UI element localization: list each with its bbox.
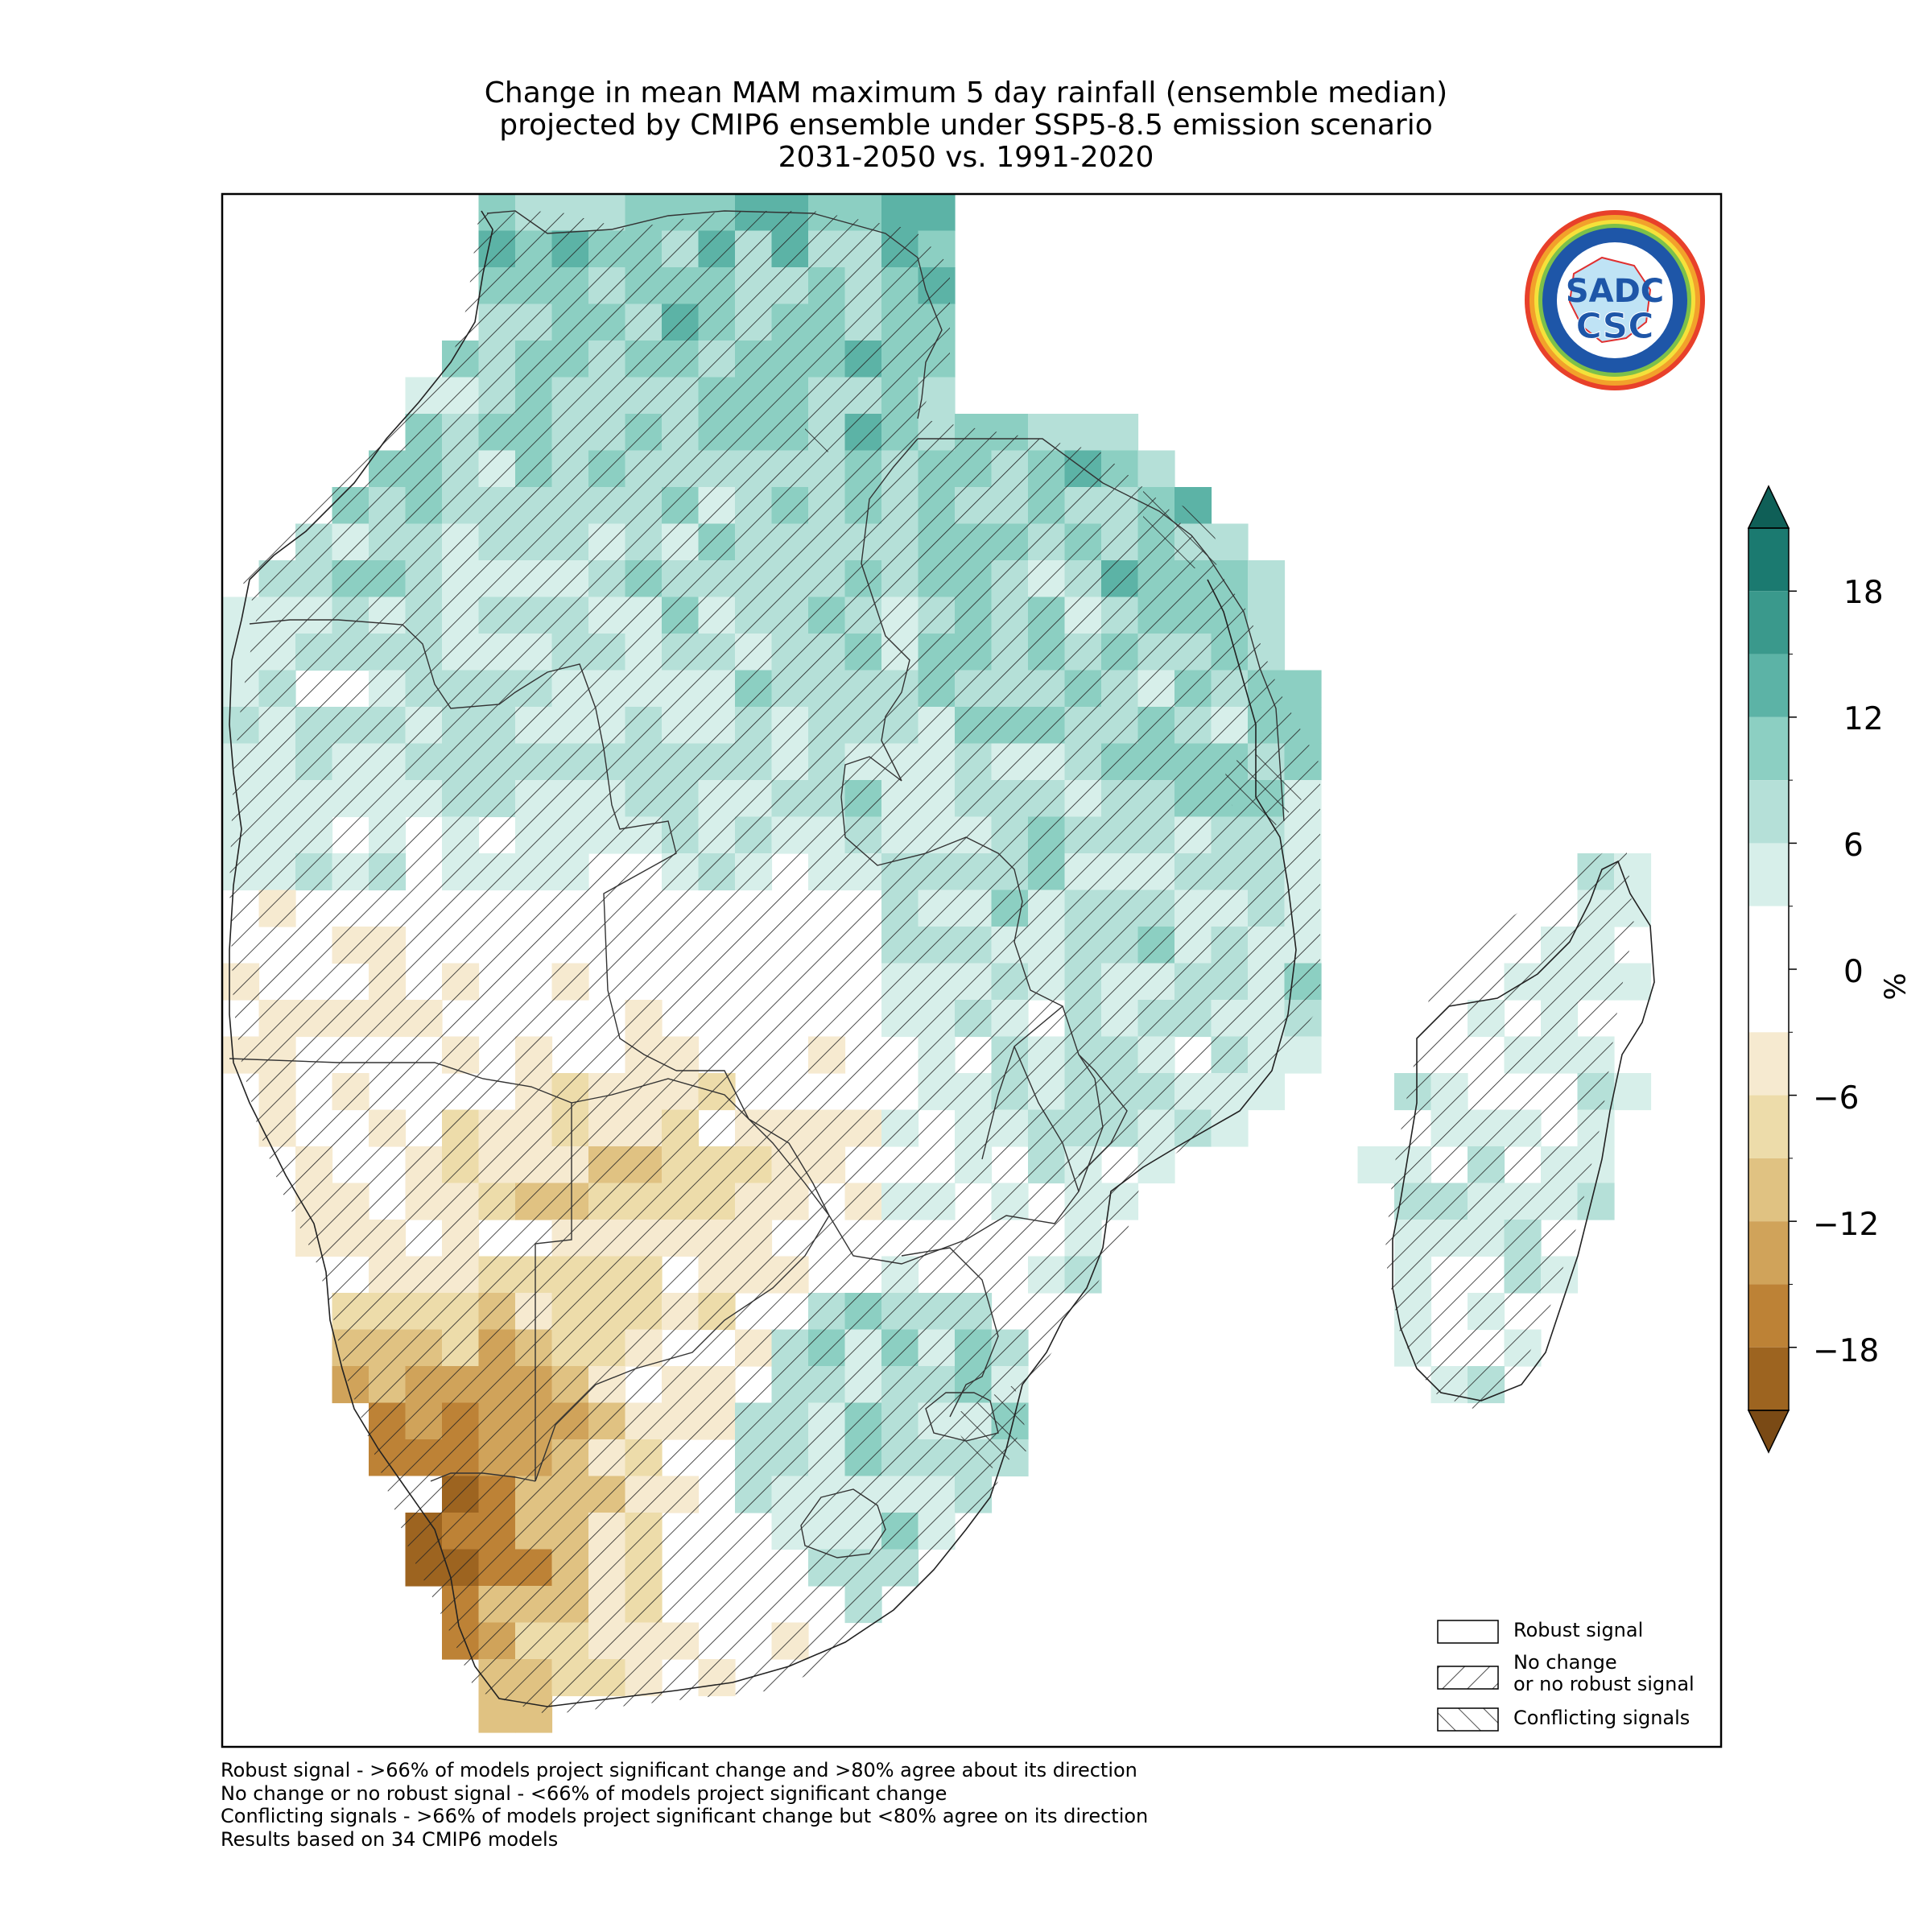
colorbar-bin-3 xyxy=(1748,716,1789,781)
grid-cell xyxy=(1064,414,1102,452)
colorbar-bin-7 xyxy=(1748,1032,1789,1096)
logo-csc-mark: CSC xyxy=(1575,306,1653,347)
grid-cell xyxy=(1137,450,1175,488)
map-frame xyxy=(221,192,1723,1748)
chart-title: Change in mean MAM maximum 5 day rainfal… xyxy=(0,77,1932,174)
colorbar-tick-6: 6 xyxy=(1843,828,1864,864)
colorbar-bin-9 xyxy=(1748,1158,1789,1222)
border-angola xyxy=(249,619,677,1071)
colorbar-bin-12 xyxy=(1748,1347,1789,1410)
colorbar-bin-0 xyxy=(1748,528,1789,592)
hatch-legend xyxy=(1437,1620,1499,1732)
footnotes: Robust signal - >66% of models project s… xyxy=(221,1759,1148,1851)
colorbar-bin-1 xyxy=(1748,591,1789,654)
colorbar-tick-minus-12: −12 xyxy=(1813,1207,1880,1243)
conflicting-signals-hatching xyxy=(805,419,1304,1473)
legend-label-robust: Robust signal xyxy=(1513,1619,1644,1641)
grid-cell xyxy=(1248,560,1286,598)
no-robust-hatch-mainland xyxy=(229,211,1320,1715)
conflict-hatch-patch-4 xyxy=(950,1385,1030,1473)
colorbar-bin-8 xyxy=(1748,1095,1789,1158)
legend-label-no-change-line1: No change xyxy=(1513,1651,1617,1674)
border-botswana-south xyxy=(535,1215,830,1482)
coastline-mainland xyxy=(229,210,1297,1707)
border-lesotho xyxy=(800,1488,886,1558)
grid-cell xyxy=(1357,1146,1395,1184)
colorbar-unit-label: % xyxy=(1879,972,1913,1001)
coastlines xyxy=(229,210,1655,1707)
colorbar-bin-5 xyxy=(1748,843,1789,906)
border-sa-namibia xyxy=(430,1472,536,1482)
conflict-hatch-patch-2 xyxy=(1143,491,1224,572)
border-malawi-east xyxy=(1062,1005,1104,1192)
logo-sadc-mark: SADC xyxy=(1566,273,1664,310)
grid-cell xyxy=(918,194,956,232)
colorbar-tick-18: 18 xyxy=(1843,575,1884,611)
border-namibia xyxy=(229,1058,572,1481)
border-mozambique-inner xyxy=(1078,1054,1128,1176)
sadc-csc-logo: SADC CSC xyxy=(1525,210,1705,390)
footnote-models: Results based on 34 CMIP6 models xyxy=(221,1827,559,1851)
grid-cell xyxy=(1614,1073,1652,1111)
colorbar-tick-0: 0 xyxy=(1843,954,1864,990)
map-panel xyxy=(221,192,1723,1748)
colorbar-bin-6 xyxy=(1748,906,1789,1033)
conflict-hatch-patch-3 xyxy=(1224,749,1304,829)
footnote-no-change: No change or no robust signal - <66% of … xyxy=(221,1781,947,1805)
conflict-hatch-patch-1 xyxy=(805,419,837,459)
colorbar xyxy=(1747,485,1797,1454)
border-eswatini xyxy=(925,1392,999,1442)
title-line-3: 2031-2050 vs. 1991-2020 xyxy=(778,141,1154,174)
colorbar-bin-2 xyxy=(1748,654,1789,717)
title-line-2: projected by CMIP6 ensemble under SSP5-8… xyxy=(499,109,1433,142)
legend-label-no-change-line2: or no robust signal xyxy=(1513,1673,1695,1695)
legend-swatch-robust xyxy=(1437,1620,1499,1644)
border-zimbabwe xyxy=(901,1247,999,1418)
colorbar-bin-11 xyxy=(1748,1284,1789,1348)
footnote-conflicting: Conflicting signals - >66% of models pro… xyxy=(221,1805,1149,1827)
country-borders xyxy=(229,210,1285,1558)
grid-cell xyxy=(1101,414,1139,452)
no-robust-signal-hatching xyxy=(229,211,1634,1715)
no-robust-hatch-madagascar xyxy=(1385,845,1634,1409)
border-botswana-north xyxy=(571,1078,830,1216)
grid-cell xyxy=(222,597,260,634)
coastline-madagascar xyxy=(1392,860,1655,1402)
colorbar-extend-bottom xyxy=(1747,1410,1790,1454)
border-drc-east xyxy=(840,438,1064,1160)
colorbar-tick-12: 12 xyxy=(1843,701,1884,737)
colorbar-extend-top xyxy=(1747,485,1790,529)
legend-label-conflicting: Conflicting signals xyxy=(1513,1707,1690,1729)
colorbar-bin-10 xyxy=(1748,1221,1789,1285)
colorbar-bin-4 xyxy=(1748,780,1789,844)
title-line-1: Change in mean MAM maximum 5 day rainfal… xyxy=(484,76,1448,109)
legend-swatch-no-change xyxy=(1437,1666,1499,1690)
legend-swatch-conflicting xyxy=(1437,1707,1499,1732)
logo-africa-map xyxy=(1568,256,1652,344)
grid-cell xyxy=(1284,670,1322,708)
border-drc-north xyxy=(486,210,943,419)
colorbar-tick-minus-6: −6 xyxy=(1813,1080,1860,1117)
border-zambia-south xyxy=(676,1046,1080,1265)
colorbar-tick-minus-18: −18 xyxy=(1813,1333,1880,1369)
footnote-robust: Robust signal - >66% of models project s… xyxy=(221,1759,1137,1781)
border-tanzania xyxy=(918,438,1285,822)
